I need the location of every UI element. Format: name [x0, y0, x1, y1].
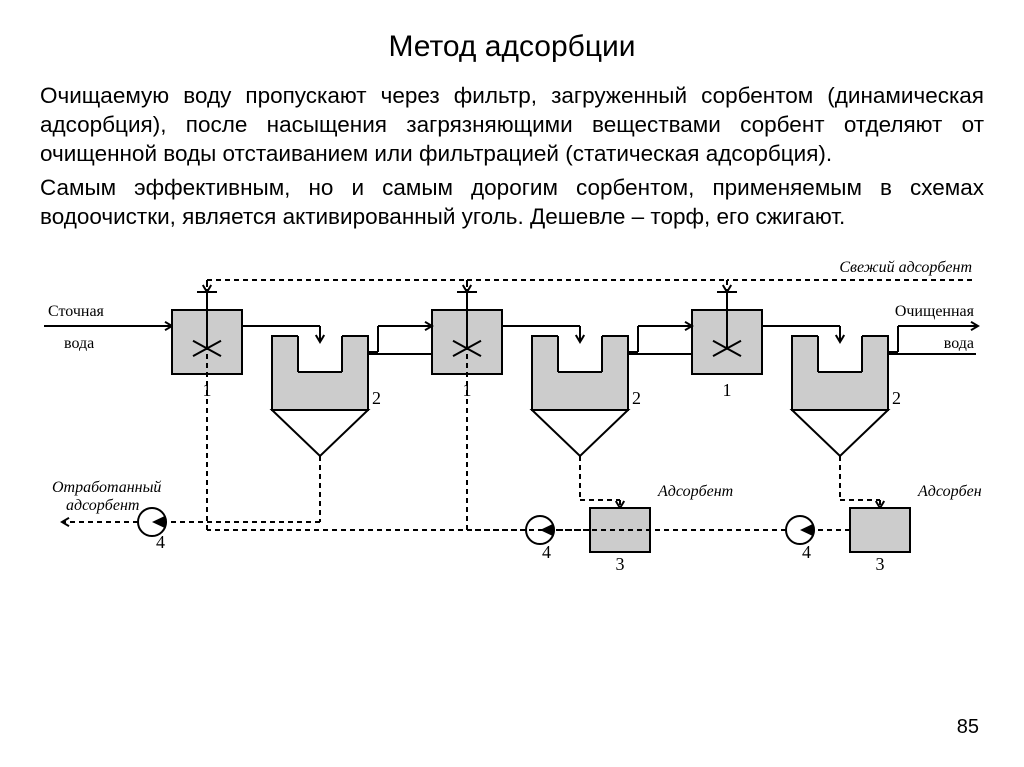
svg-text:вода: вода [64, 335, 94, 352]
svg-text:2: 2 [632, 388, 641, 408]
svg-text:Отработанный: Отработанный [52, 479, 161, 496]
svg-text:3: 3 [876, 554, 885, 570]
svg-text:4: 4 [542, 542, 551, 562]
svg-text:2: 2 [892, 388, 901, 408]
svg-text:Свежий адсорбент: Свежий адсорбент [839, 259, 972, 276]
svg-text:1: 1 [723, 380, 732, 400]
svg-text:3: 3 [616, 554, 625, 570]
svg-text:4: 4 [156, 532, 165, 552]
paragraph-1: Очищаемую воду пропускают через фильтр, … [40, 82, 984, 168]
svg-text:Сточная: Сточная [48, 303, 105, 320]
svg-text:Адсорбент: Адсорбент [657, 483, 733, 500]
page-number: 85 [957, 716, 979, 739]
paragraph-2: Самым эффективным, но и самым дорогим со… [40, 174, 984, 232]
svg-text:Очищенная: Очищенная [895, 303, 975, 320]
process-diagram: СточнаяводаСвежий адсорбент121212Очищенн… [42, 250, 982, 570]
svg-text:адсорбент: адсорбент [66, 497, 139, 514]
svg-text:Адсорбент: Адсорбент [917, 483, 982, 500]
svg-text:2: 2 [372, 388, 381, 408]
svg-text:вода: вода [944, 335, 974, 352]
page-title: Метод адсорбции [40, 30, 984, 64]
svg-text:4: 4 [802, 542, 811, 562]
